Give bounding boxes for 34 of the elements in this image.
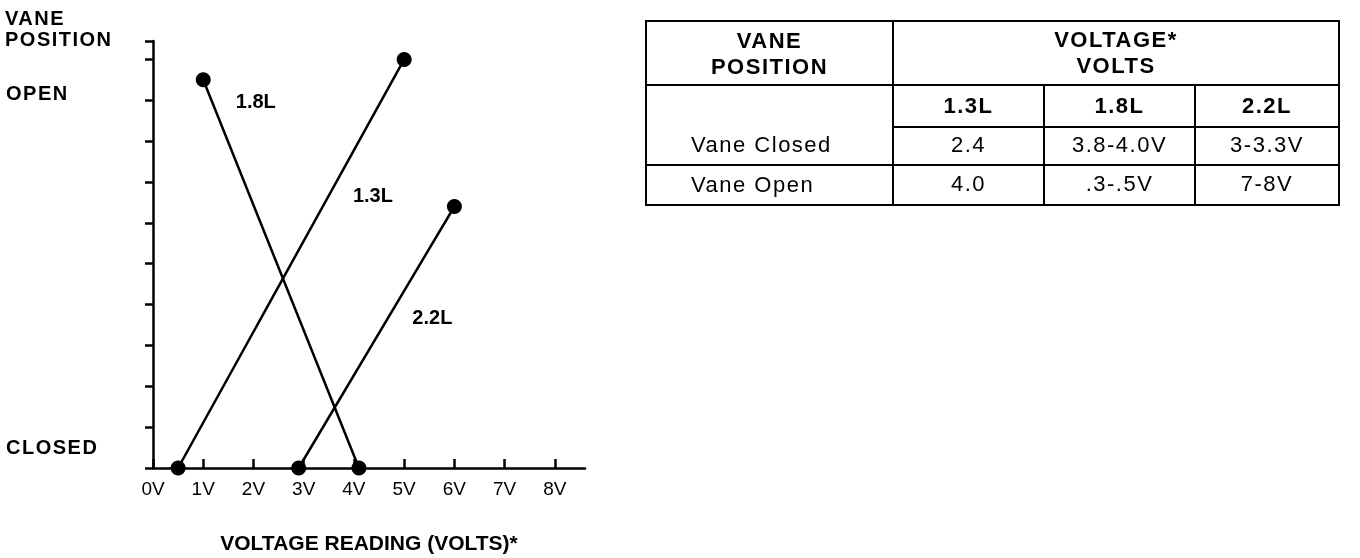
series-label: 1.8L	[235, 90, 276, 113]
text: OPEN	[6, 82, 69, 104]
point	[170, 460, 186, 476]
text: VANE POSITION	[710, 28, 829, 80]
x-tick-label: 7V	[493, 478, 517, 499]
category-label: 2.2L	[1195, 85, 1340, 127]
x-tick-label: 6V	[442, 478, 467, 499]
text: 2.4	[950, 131, 987, 157]
text: 7-8V	[1240, 170, 1294, 196]
x-tick-label: 0V	[141, 478, 165, 499]
x-axis-title: VOLTAGE READING (VOLTS)*	[220, 531, 519, 554]
text: 4.0	[950, 170, 987, 196]
x-tick-label: 4V	[342, 478, 366, 499]
text: 3-3.3V	[1230, 131, 1304, 157]
category-label: 1.3L	[893, 85, 1044, 127]
point	[195, 72, 211, 88]
series-label: 1.3L	[352, 184, 393, 207]
text: VOLTAGE* VOLTS	[1054, 27, 1178, 79]
x-tick-label: 8V	[543, 478, 567, 499]
x-tick-label: 2V	[241, 478, 266, 499]
x-tick-label: 3V	[292, 478, 316, 499]
text: 3.8-4.0V	[1071, 131, 1168, 157]
text: .3-.5V	[1085, 170, 1154, 196]
point	[291, 460, 307, 476]
x-tick-label: 1V	[191, 478, 216, 499]
series-label: 2.2L	[412, 306, 453, 329]
x-tick-label: 5V	[392, 478, 417, 499]
text: CLOSED	[6, 436, 99, 458]
point	[396, 51, 412, 67]
category-label: 1.8L	[1044, 85, 1195, 127]
point	[446, 198, 462, 214]
y-axis-title: VANE POSITION	[5, 7, 113, 50]
category-label: Vane Open	[691, 172, 815, 197]
category-label: Vane Closed	[691, 132, 832, 157]
